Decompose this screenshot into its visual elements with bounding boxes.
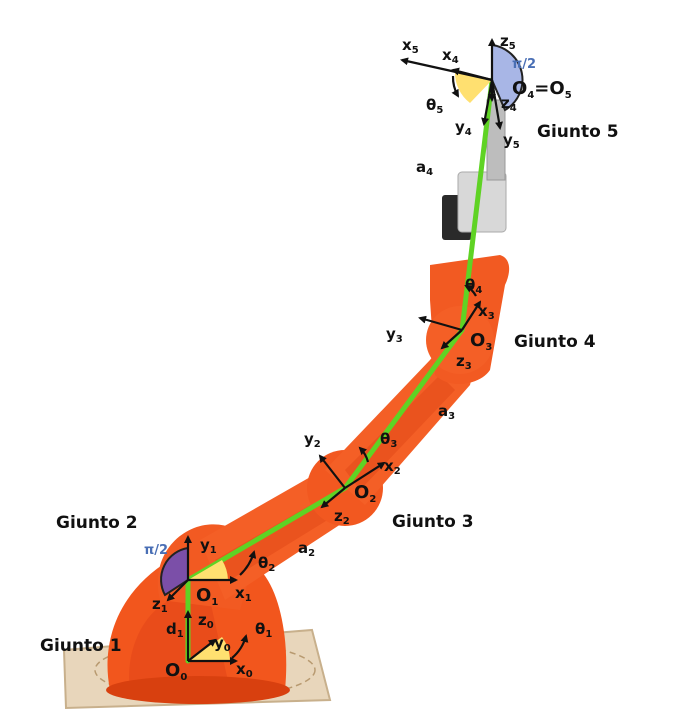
- theta2-arc: [239, 550, 257, 576]
- theta2-label: θ2: [258, 554, 275, 574]
- y5-arrow: [490, 79, 503, 130]
- x4-label: x4: [442, 46, 459, 66]
- z1-label: z1: [152, 595, 168, 615]
- svg-text:O2: O2: [354, 482, 376, 505]
- x1-label: x1: [235, 584, 252, 604]
- frame-3-axes: [418, 285, 482, 350]
- pi-half-5-wedge: [491, 43, 524, 112]
- theta3-arc: [358, 446, 370, 463]
- svg-text:O0: O0: [165, 660, 187, 683]
- theta5-wedge: [454, 72, 492, 103]
- y2-label: y2: [304, 430, 321, 450]
- y3-arrow: [418, 315, 463, 332]
- frame-2-axes: [318, 446, 386, 509]
- svg-text:O4=O5: O4=O5: [512, 78, 572, 101]
- theta1-arc: [231, 634, 249, 659]
- y1-label: y1: [200, 536, 217, 556]
- y0-label: y0: [214, 634, 231, 654]
- x5-arrow: [400, 57, 493, 82]
- theta1-label: θ1: [255, 620, 272, 640]
- origin-2-label: O2: [354, 482, 376, 505]
- y2-arrow: [318, 454, 346, 489]
- origin-0-label: O0: [165, 660, 187, 683]
- a3-label: a3: [438, 402, 455, 422]
- z1-arrow: [166, 579, 189, 602]
- svg-text:O1: O1: [196, 585, 218, 608]
- x5-label: x5: [402, 36, 419, 56]
- x2-arrow: [344, 461, 386, 489]
- pi-half-2-label: π/2: [144, 543, 168, 558]
- x0-label: x0: [236, 660, 253, 680]
- theta1-wedge: [188, 637, 230, 661]
- x3-label: x3: [478, 302, 495, 322]
- frame-45-axes: [400, 38, 503, 130]
- frame-1-axes: [166, 535, 257, 602]
- joint-5-label: Giunto 5: [537, 122, 619, 142]
- parameter-labels: θ1 θ2 θ3 θ4 θ5 d1 a2 a3 a4: [166, 96, 482, 640]
- a4-label: a4: [416, 158, 433, 178]
- theta5-label: θ5: [426, 96, 443, 116]
- joint-1-label: Giunto 1: [40, 636, 122, 656]
- joint-3-label: Giunto 3: [392, 512, 474, 532]
- z2-arrow: [320, 487, 346, 509]
- y4-label: y4: [455, 118, 472, 138]
- link-a3: [342, 327, 465, 491]
- theta2-wedge: [188, 560, 228, 580]
- origin-45-label: O4=O5: [512, 78, 572, 101]
- pi-half-5-label: π/2: [512, 57, 536, 72]
- z2-label: z2: [334, 507, 350, 527]
- z0-label: z0: [198, 611, 214, 631]
- y4-arrow: [481, 79, 494, 126]
- svg-text:O3: O3: [470, 330, 492, 353]
- frame-0-axes: [184, 610, 249, 665]
- y3-label: y3: [386, 325, 403, 345]
- theta4-arc: [464, 285, 477, 297]
- d1-label: d1: [166, 620, 184, 640]
- axis-labels: x0 y0 z0 x1 y1 z1 x2 y2 z2 x3 y3 z3 x4 y…: [152, 32, 520, 680]
- z3-label: z3: [456, 352, 472, 372]
- x2-label: x2: [384, 457, 401, 477]
- joint-4-label: Giunto 4: [514, 332, 596, 352]
- origin-3-label: O3: [470, 330, 492, 353]
- y0-arrow: [187, 638, 217, 662]
- joint-2-label: Giunto 2: [56, 513, 138, 533]
- origin-1-label: O1: [196, 585, 218, 608]
- pi-half-2-wedge: [160, 546, 189, 597]
- x3-arrow: [461, 300, 482, 331]
- a2-label: a2: [298, 539, 315, 559]
- z4-label: z4: [501, 94, 517, 114]
- z3-arrow: [440, 329, 463, 350]
- y5-label: y5: [503, 131, 520, 151]
- theta5-arc: [451, 75, 459, 98]
- z5-label: z5: [500, 32, 516, 52]
- angle-wedges: [160, 43, 524, 661]
- theta4-label: θ4: [465, 276, 482, 296]
- theta3-label: θ3: [380, 430, 397, 450]
